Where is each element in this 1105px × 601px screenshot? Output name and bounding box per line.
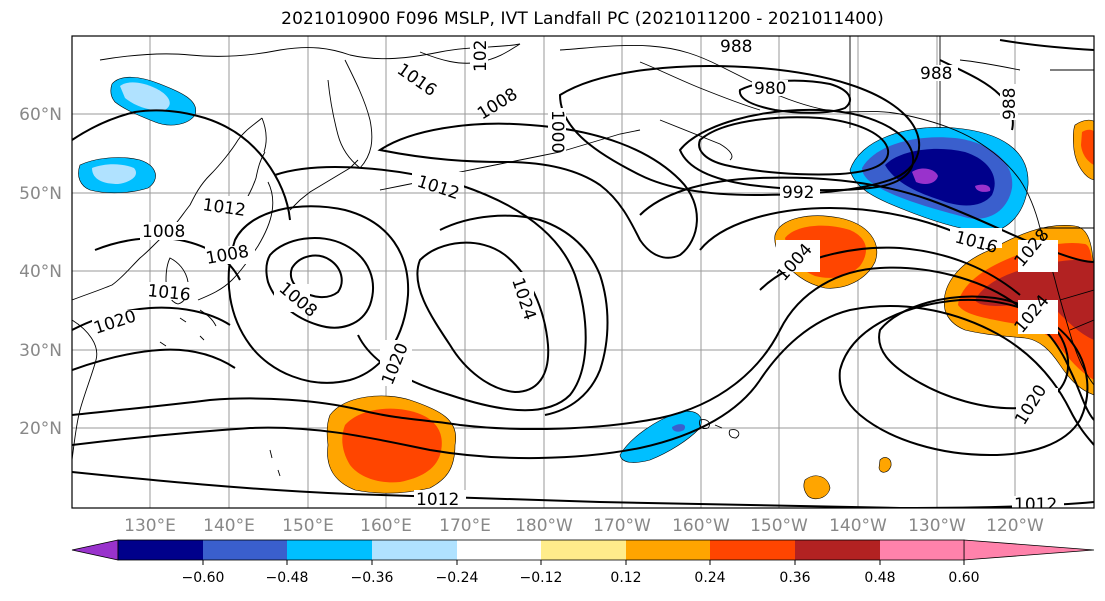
contour-label: 1012 xyxy=(416,490,459,510)
colorbar-tick-label: −0.12 xyxy=(520,570,563,586)
contour-label: 988 xyxy=(920,64,952,84)
lon-label: 140°W xyxy=(829,516,887,536)
lon-label: 150°W xyxy=(750,516,808,536)
colorbar-segment xyxy=(457,540,541,560)
contour-label: 1008 xyxy=(142,222,185,242)
contour-label: 988 xyxy=(720,37,752,57)
colorbar-tick-label: 0.48 xyxy=(864,570,895,586)
lon-label: 150°E xyxy=(282,516,334,536)
colorbar-segment xyxy=(287,540,372,560)
contour-label: 1012 xyxy=(1014,495,1057,515)
colorbar-tick-label: 0.24 xyxy=(694,570,725,586)
contour-label: 102 xyxy=(471,40,491,72)
lat-label: 20°N xyxy=(19,419,62,439)
lon-label: 160°W xyxy=(672,516,730,536)
colorbar-extend-low xyxy=(71,539,119,561)
colorbar-extend-high xyxy=(963,539,1095,561)
lon-label: 140°E xyxy=(203,516,255,536)
colorbar-segment xyxy=(710,540,795,560)
latitude-labels: 60°N 50°N 40°N 30°N 20°N xyxy=(19,105,62,439)
lat-label: 50°N xyxy=(19,184,62,204)
colorbar-tick-label: −0.36 xyxy=(351,570,394,586)
contour-label: 980 xyxy=(754,79,786,99)
colorbar-segment xyxy=(372,540,457,560)
map-title: 2021010900 F096 MSLP, IVT Landfall PC (2… xyxy=(281,9,884,29)
colorbar: −0.60 −0.48 −0.36 −0.24 −0.12 0.12 0.24 … xyxy=(71,539,1095,586)
colorbar-tick-label: 0.36 xyxy=(779,570,810,586)
lon-label: 130°W xyxy=(908,516,966,536)
colorbar-segment xyxy=(795,540,880,560)
colorbar-tick-label: −0.24 xyxy=(436,570,479,586)
lon-label: 180°W xyxy=(515,516,573,536)
contour-label: 992 xyxy=(782,183,814,203)
colorbar-tick-label: −0.48 xyxy=(266,570,309,586)
colorbar-segment xyxy=(541,540,626,560)
colorbar-segment xyxy=(118,540,203,560)
lat-label: 60°N xyxy=(19,105,62,125)
lat-label: 40°N xyxy=(19,262,62,282)
colorbar-tick-label: 0.60 xyxy=(948,570,979,586)
longitude-labels: 130°E 140°E 150°E 160°E 170°E 180°W 170°… xyxy=(124,516,1044,536)
contour-label: 988 xyxy=(1000,88,1020,120)
lon-label: 120°W xyxy=(986,516,1044,536)
contour-label: 1016 xyxy=(146,281,191,305)
colorbar-tick-label: −0.60 xyxy=(182,570,225,586)
colorbar-segment xyxy=(880,540,964,560)
colorbar-tick-label: 0.12 xyxy=(610,570,641,586)
lon-label: 130°E xyxy=(124,516,176,536)
lon-label: 170°W xyxy=(593,516,651,536)
map-border xyxy=(71,35,1095,509)
lon-label: 160°E xyxy=(360,516,412,536)
colorbar-segment xyxy=(203,540,287,560)
lat-label: 30°N xyxy=(19,341,62,361)
contour-label: 1000 xyxy=(547,110,567,153)
colorbar-segment xyxy=(626,540,710,560)
lon-label: 170°E xyxy=(439,516,491,536)
